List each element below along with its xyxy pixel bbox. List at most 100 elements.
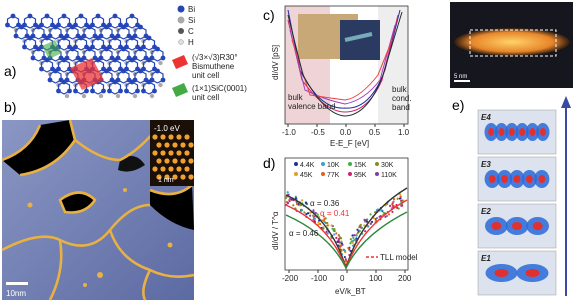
atom bbox=[160, 150, 166, 156]
hexagon bbox=[117, 48, 130, 62]
atom bbox=[129, 57, 135, 63]
point bbox=[401, 204, 404, 207]
point bbox=[343, 255, 346, 259]
atom bbox=[152, 150, 158, 156]
point bbox=[363, 224, 366, 227]
x-tick-label: -0.5 bbox=[311, 128, 325, 137]
axis-label: dI/dV [pS] bbox=[271, 45, 280, 80]
legend-item: 15K bbox=[354, 162, 367, 169]
atom bbox=[164, 174, 170, 180]
point bbox=[351, 234, 354, 237]
legend-item: TLL model bbox=[380, 253, 418, 262]
atom bbox=[104, 46, 109, 52]
point bbox=[344, 258, 347, 261]
point bbox=[333, 233, 336, 236]
atom bbox=[104, 68, 109, 74]
hexagon bbox=[142, 37, 156, 51]
point bbox=[335, 232, 338, 235]
point bbox=[369, 213, 372, 216]
atom bbox=[121, 24, 126, 30]
atom bbox=[44, 35, 50, 41]
atom bbox=[155, 68, 160, 74]
point bbox=[364, 230, 367, 233]
atom bbox=[118, 88, 123, 94]
point bbox=[349, 242, 352, 245]
atom bbox=[149, 93, 155, 99]
atom bbox=[61, 57, 67, 63]
point bbox=[392, 198, 396, 201]
atom bbox=[180, 158, 186, 164]
atom bbox=[132, 93, 138, 99]
point bbox=[392, 200, 395, 203]
wire-image: 5 nm bbox=[450, 2, 573, 88]
point bbox=[363, 218, 366, 221]
hexagon bbox=[108, 81, 122, 95]
point bbox=[351, 241, 354, 244]
point bbox=[384, 215, 387, 218]
atom bbox=[152, 88, 157, 94]
point bbox=[332, 229, 335, 232]
hexagon bbox=[57, 81, 71, 95]
hexagon bbox=[49, 70, 62, 84]
legend-item: C bbox=[188, 27, 194, 36]
atom bbox=[5, 22, 10, 28]
atom bbox=[156, 142, 162, 148]
point bbox=[306, 212, 310, 215]
atom bbox=[146, 35, 152, 41]
point bbox=[284, 196, 288, 199]
point bbox=[326, 232, 329, 235]
atom bbox=[188, 158, 194, 164]
lobe bbox=[526, 175, 533, 183]
atom bbox=[36, 24, 41, 30]
atom bbox=[104, 24, 109, 30]
point bbox=[347, 246, 350, 250]
legend-item: 4.4K bbox=[300, 162, 315, 169]
point bbox=[326, 224, 329, 227]
atom bbox=[10, 13, 16, 19]
hexagon bbox=[125, 59, 139, 73]
point bbox=[317, 221, 320, 224]
hexagon bbox=[74, 15, 88, 29]
panel-label: c) bbox=[263, 7, 275, 23]
atom bbox=[158, 60, 163, 66]
hexagon bbox=[151, 70, 164, 84]
atom bbox=[160, 134, 166, 140]
hexagon bbox=[117, 26, 130, 40]
point bbox=[372, 217, 375, 220]
lobe bbox=[532, 222, 543, 230]
hexagon bbox=[32, 26, 45, 40]
point bbox=[382, 211, 385, 214]
atom bbox=[135, 88, 140, 94]
point bbox=[365, 220, 368, 223]
legend-text: unit cell bbox=[192, 71, 219, 80]
atom bbox=[168, 166, 174, 172]
annotation: bulk bbox=[392, 85, 408, 94]
point bbox=[339, 237, 343, 240]
atom bbox=[180, 174, 186, 180]
atom bbox=[78, 35, 84, 41]
point bbox=[399, 195, 402, 198]
annotation: α = 0.46 bbox=[289, 229, 319, 238]
atom bbox=[168, 150, 174, 156]
atom bbox=[87, 24, 92, 30]
lobe bbox=[519, 128, 526, 136]
legend-text: (1×1)SiC(0001) bbox=[192, 84, 247, 93]
atom bbox=[13, 33, 19, 39]
hexagon bbox=[100, 48, 113, 62]
atom bbox=[129, 79, 135, 85]
point bbox=[286, 191, 289, 194]
hexagon bbox=[32, 48, 45, 62]
atom bbox=[188, 174, 194, 180]
atom bbox=[61, 13, 67, 19]
atom bbox=[107, 88, 112, 94]
atom bbox=[121, 68, 126, 74]
atom bbox=[95, 57, 101, 63]
atom bbox=[44, 13, 50, 19]
lobe bbox=[513, 175, 521, 183]
scaling-plot: 4.4K 10K 15K 30K 45K 77K 95K 110K α = 0.36 α = … bbox=[271, 157, 418, 296]
x-tick-label: 200 bbox=[398, 274, 412, 283]
atom bbox=[152, 166, 158, 172]
x-tick-label: -200 bbox=[282, 274, 299, 283]
legend-text: Bismuthene bbox=[192, 62, 235, 71]
point bbox=[340, 249, 343, 252]
